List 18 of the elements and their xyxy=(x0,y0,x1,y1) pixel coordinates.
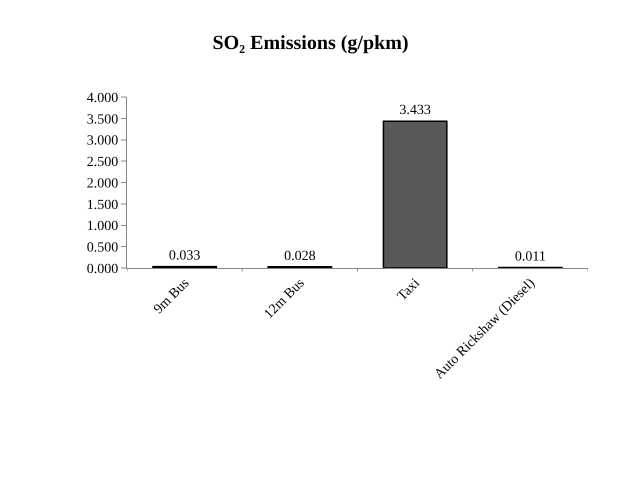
y-tick-label: 0.000 xyxy=(86,262,118,277)
y-tick-label: 3.000 xyxy=(86,134,118,149)
y-tick-label: 2.500 xyxy=(86,155,118,170)
data-label: 0.011 xyxy=(514,250,546,265)
y-tick-label: 4.000 xyxy=(86,90,118,106)
y-tick-label: 2.000 xyxy=(86,176,118,192)
x-tick-label: 9m Bus xyxy=(151,276,192,318)
x-tick-label: Taxi xyxy=(394,276,423,304)
y-tick-label: 1.500 xyxy=(86,198,118,213)
bar xyxy=(382,120,448,268)
y-tick-label: 0.500 xyxy=(86,240,118,256)
y-tick-label: 3.500 xyxy=(86,112,118,128)
x-tick-label: 12m Bus xyxy=(262,276,308,322)
data-label: 3.433 xyxy=(399,103,431,118)
data-label: 0.028 xyxy=(284,248,316,264)
y-tick-label: 1.000 xyxy=(86,219,118,234)
chart-title: SO₂ Emissions (g/pkm) xyxy=(212,32,409,54)
data-label: 0.033 xyxy=(168,248,200,264)
